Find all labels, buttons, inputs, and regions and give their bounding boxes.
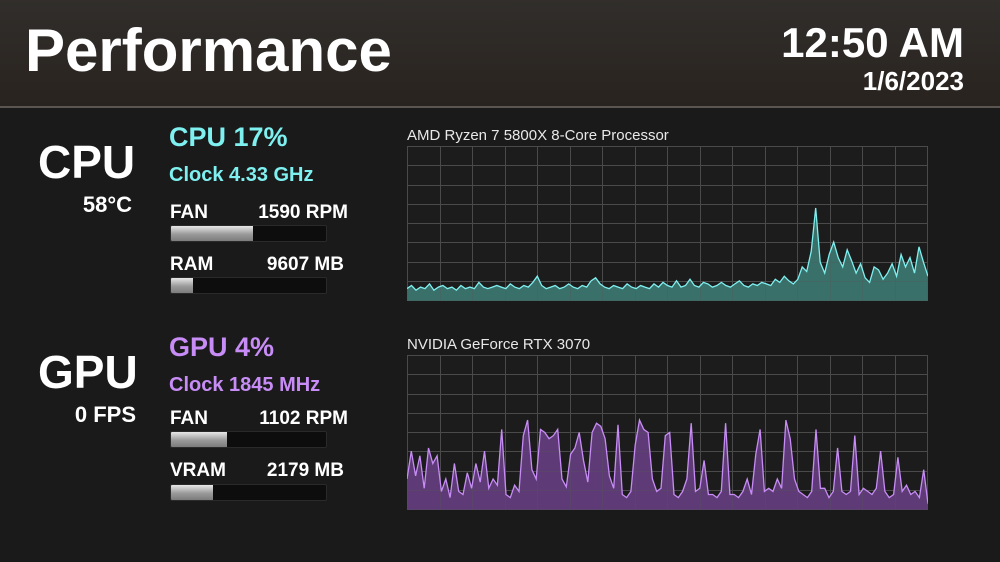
gpu-fan-value: 1102 RPM [259,408,348,429]
gpu-fan-bar-fill [171,432,227,447]
gpu-vram-value: 2179 MB [266,460,344,481]
gpu-grid-overlay [407,355,928,510]
cpu-fan-value: 1590 RPM [258,202,348,223]
cpu-usage-graph [407,146,928,301]
cpu-fan-bar [170,225,327,242]
gpu-label: GPU [38,346,138,398]
gpu-vram-bar [170,484,327,501]
header-bar: Performance 12:50 AM 1/6/2023 [0,0,1000,108]
gpu-clock: Clock 1845 MHz [169,374,321,396]
cpu-graph-title: AMD Ryzen 7 5800X 8-Core Processor [407,127,669,144]
gpu-fan-label: FAN [170,408,208,429]
gpu-vram-label: VRAM [170,460,226,481]
clock-date: 1/6/2023 [862,66,964,96]
cpu-ram-label: RAM [170,254,214,275]
cpu-fan-bar-fill [171,226,254,241]
cpu-ram-bar-fill [171,278,193,293]
gpu-usage: GPU 4% [169,332,275,362]
gpu-graph-title: NVIDIA GeForce RTX 3070 [407,336,591,353]
cpu-usage-line [407,207,928,292]
page-title: Performance [25,17,392,84]
gpu-usage-line [407,417,928,504]
gpu-vram-bar-fill [171,485,213,500]
cpu-clock: Clock 4.33 GHz [169,164,314,186]
gpu-usage-area [407,420,928,510]
gpu-usage-graph [407,355,928,510]
cpu-usage-area [407,208,928,301]
cpu-ram-value: 9607 MB [266,254,344,275]
cpu-fan-label: FAN [170,202,208,223]
gpu-fps: 0 FPS [74,402,136,427]
cpu-temp: 58°C [82,192,132,217]
cpu-ram-bar [170,277,327,294]
gpu-fan-bar [170,431,327,448]
clock-time: 12:50 AM [781,19,964,66]
cpu-grid-overlay [407,146,928,301]
cpu-label: CPU [38,136,136,188]
cpu-usage: CPU 17% [169,122,288,152]
